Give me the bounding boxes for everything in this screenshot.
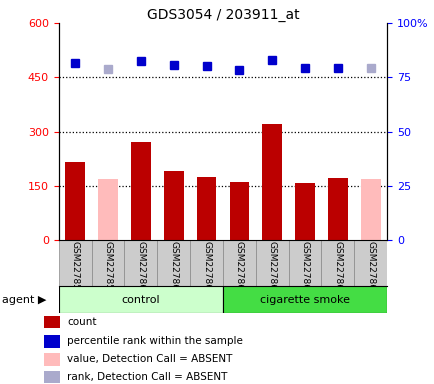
Text: value, Detection Call = ABSENT: value, Detection Call = ABSENT — [67, 354, 232, 364]
Bar — [92, 240, 124, 286]
Text: GSM227863: GSM227863 — [300, 242, 309, 296]
Text: GSM227867: GSM227867 — [201, 242, 210, 296]
Bar — [124, 240, 157, 286]
Text: GSM227858: GSM227858 — [70, 242, 79, 296]
Bar — [229, 182, 249, 240]
Title: GDS3054 / 203911_at: GDS3054 / 203911_at — [146, 8, 299, 22]
Text: percentile rank within the sample: percentile rank within the sample — [67, 336, 243, 346]
Bar — [196, 177, 216, 240]
Bar — [222, 240, 255, 286]
Text: agent ▶: agent ▶ — [2, 295, 46, 305]
Text: GSM227866: GSM227866 — [169, 242, 178, 296]
Text: GSM227860: GSM227860 — [136, 242, 145, 296]
Bar — [65, 162, 85, 240]
Bar — [190, 240, 223, 286]
Text: GSM227859: GSM227859 — [103, 242, 112, 296]
Text: cigarette smoke: cigarette smoke — [260, 295, 349, 305]
Bar — [360, 179, 380, 240]
Bar — [164, 171, 183, 240]
Bar — [295, 183, 314, 240]
Bar — [321, 240, 353, 286]
Bar — [131, 142, 150, 240]
Bar — [157, 240, 190, 286]
Bar — [98, 179, 118, 240]
Bar — [255, 240, 288, 286]
Text: GSM227865: GSM227865 — [365, 242, 375, 296]
Bar — [288, 240, 321, 286]
Bar — [262, 124, 281, 240]
Text: GSM227862: GSM227862 — [267, 242, 276, 296]
Bar — [59, 240, 92, 286]
Text: GSM227864: GSM227864 — [332, 242, 342, 296]
Text: control: control — [121, 295, 160, 305]
Bar — [327, 178, 347, 240]
Text: rank, Detection Call = ABSENT: rank, Detection Call = ABSENT — [67, 372, 227, 382]
Bar — [353, 240, 386, 286]
Text: count: count — [67, 317, 97, 327]
Text: GSM227861: GSM227861 — [234, 242, 243, 296]
Bar — [59, 286, 223, 313]
Bar — [222, 286, 386, 313]
